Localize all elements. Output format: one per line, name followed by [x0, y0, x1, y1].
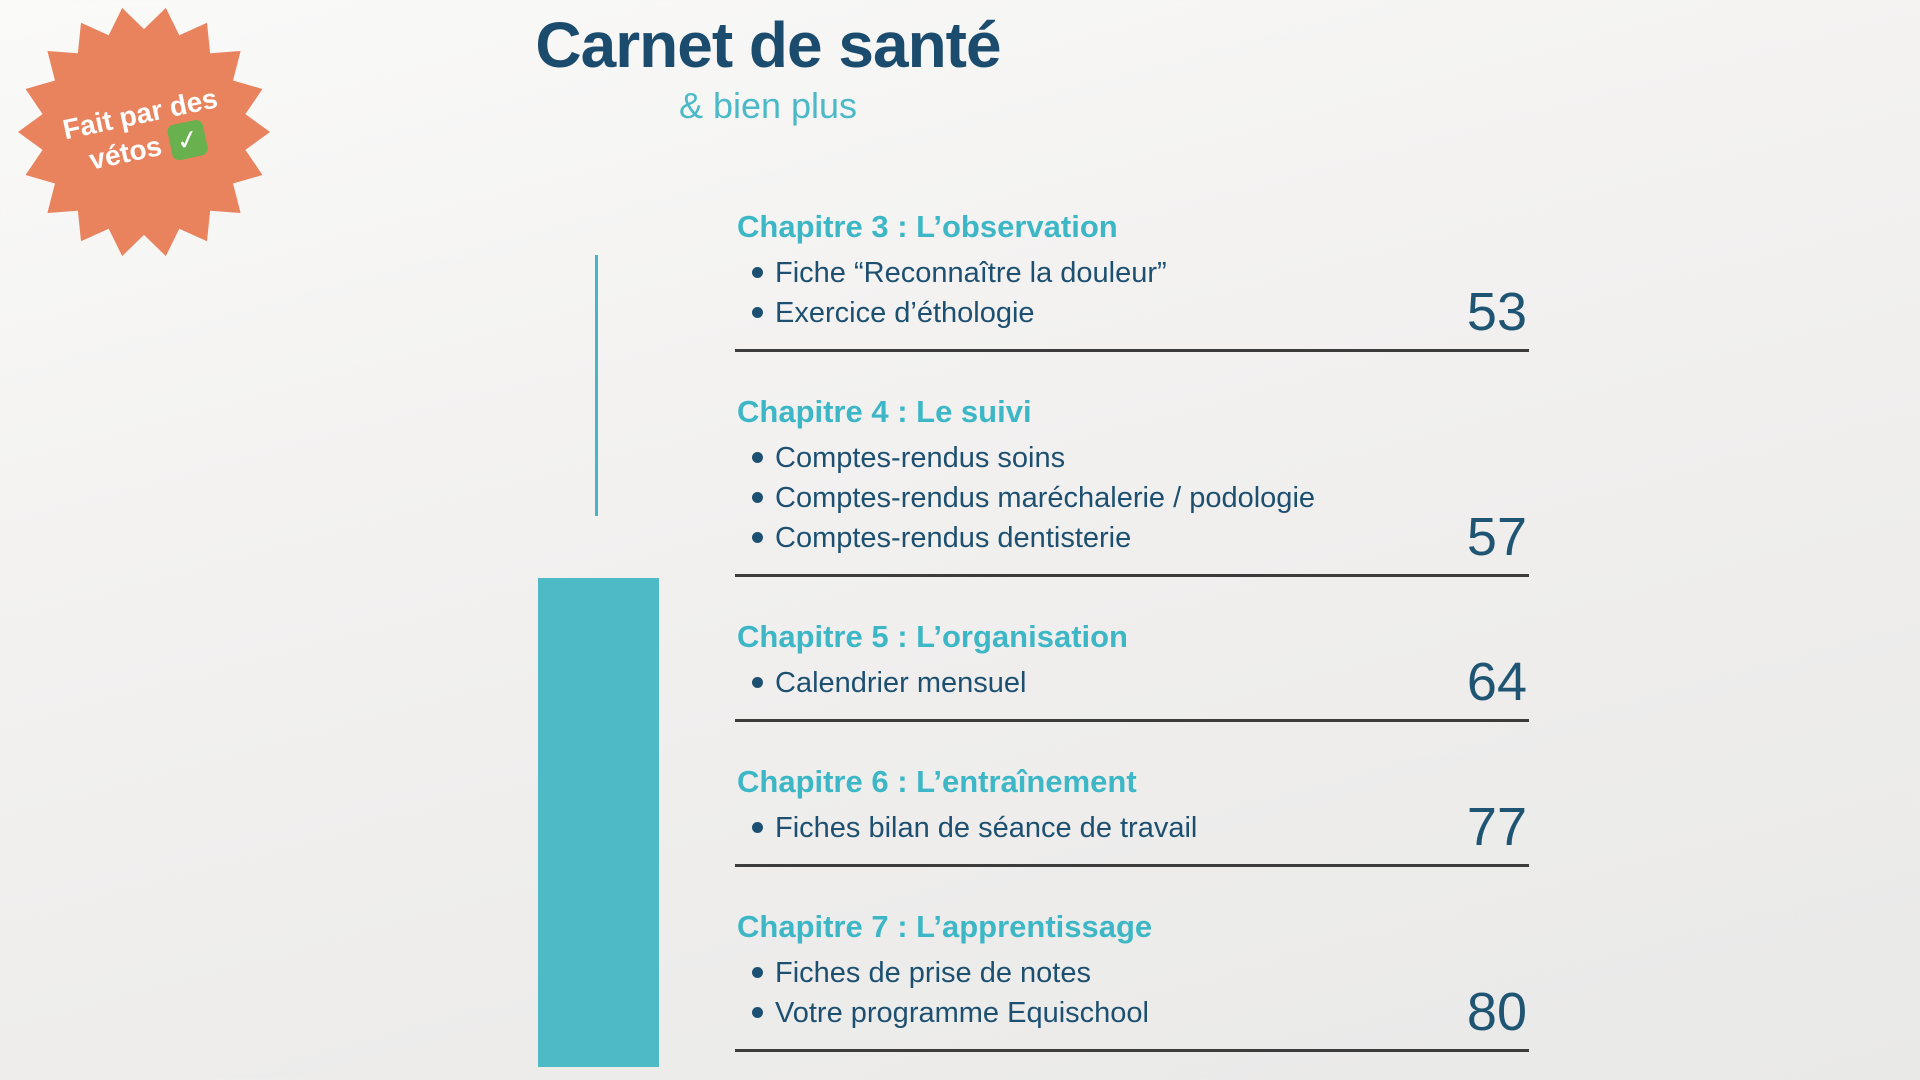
chapter-item-label: Comptes-rendus soins [775, 442, 1066, 474]
bullet-icon [752, 452, 763, 463]
toc-section-chapitre-6: Chapitre 6 : L’entraînement Fiches bilan… [735, 762, 1529, 867]
page-number: 64 [1466, 652, 1527, 712]
chapter-heading: Chapitre 3 : L’observation [737, 209, 1118, 244]
page-subtitle: & bien plus [678, 85, 858, 126]
chapter-item: Calendrier mensuel [735, 663, 1529, 703]
teal-vertical-line [595, 255, 598, 516]
chapter-item: Comptes-rendus dentisterie [735, 518, 1529, 558]
chapter-items: Fiche “Reconnaître la douleur” Exercice … [735, 253, 1529, 333]
page-header: Carnet de santé & bien plus [462, 8, 1074, 128]
chapter-item-label: Votre programme Equischool [775, 997, 1149, 1029]
chapter-items: Fiches de prise de notes Votre programme… [735, 953, 1529, 1033]
page-title: Carnet de santé [535, 9, 1001, 81]
chapter-heading: Chapitre 7 : L’apprentissage [737, 909, 1153, 944]
bullet-icon [752, 492, 763, 503]
teal-rectangle [538, 578, 659, 1067]
chapter-heading: Chapitre 5 : L’organisation [737, 619, 1128, 654]
page-number: 77 [1466, 797, 1527, 857]
chapter-heading: Chapitre 4 : Le suivi [737, 394, 1032, 429]
chapter-items: Fiches bilan de séance de travail [735, 808, 1529, 848]
page-number: 53 [1466, 282, 1527, 342]
chapter-item: Fiches de prise de notes [735, 953, 1529, 993]
chapter-item-label: Exercice d’éthologie [775, 297, 1035, 329]
bullet-icon [752, 967, 763, 978]
toc-section-chapitre-3: Chapitre 3 : L’observation Fiche “Reconn… [735, 207, 1529, 352]
bullet-icon [752, 267, 763, 278]
toc-section-chapitre-4: Chapitre 4 : Le suivi Comptes-rendus soi… [735, 392, 1529, 577]
chapter-item: Exercice d’éthologie [735, 293, 1529, 333]
chapter-item-label: Fiches de prise de notes [775, 957, 1091, 989]
bullet-icon [752, 307, 763, 318]
checkmark-icon: ✓ [166, 118, 210, 162]
chapter-heading: Chapitre 6 : L’entraînement [737, 764, 1137, 799]
bullet-icon [752, 822, 763, 833]
chapter-item: Comptes-rendus maréchalerie / podologie [735, 478, 1529, 518]
bullet-icon [752, 677, 763, 688]
chapter-items: Calendrier mensuel [735, 663, 1529, 703]
chapter-item: Fiches bilan de séance de travail [735, 808, 1529, 848]
table-of-contents: Chapitre 3 : L’observation Fiche “Reconn… [735, 207, 1529, 1080]
chapter-item-label: Comptes-rendus dentisterie [775, 522, 1132, 554]
chapter-item: Comptes-rendus soins [735, 438, 1529, 478]
chapter-item-label: Fiche “Reconnaître la douleur” [775, 257, 1167, 289]
vet-approved-badge: Fait par des vétos ✓ [18, 6, 270, 258]
chapter-item-label: Comptes-rendus maréchalerie / podologie [775, 482, 1316, 514]
page-number: 80 [1466, 982, 1527, 1042]
chapter-item: Fiche “Reconnaître la douleur” [735, 253, 1529, 293]
bullet-icon [752, 1007, 763, 1018]
bullet-icon [752, 532, 763, 543]
chapter-items: Comptes-rendus soins Comptes-rendus maré… [735, 438, 1529, 558]
toc-section-chapitre-5: Chapitre 5 : L’organisation Calendrier m… [735, 617, 1529, 722]
page-number: 57 [1466, 507, 1527, 567]
chapter-item-label: Fiches bilan de séance de travail [775, 812, 1198, 844]
chapter-item: Votre programme Equischool [735, 993, 1529, 1033]
chapter-item-label: Calendrier mensuel [775, 667, 1027, 699]
toc-section-chapitre-7: Chapitre 7 : L’apprentissage Fiches de p… [735, 907, 1529, 1052]
starburst-icon [18, 7, 270, 257]
